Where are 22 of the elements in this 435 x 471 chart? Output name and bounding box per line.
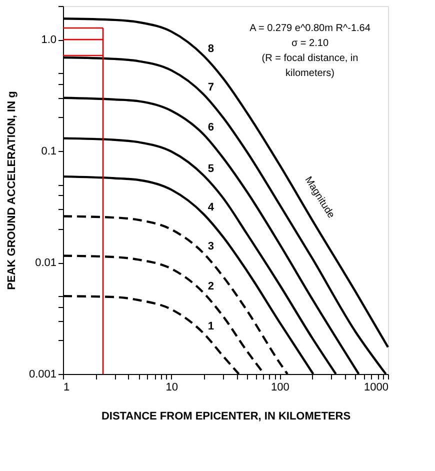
x-tick-label: 100 — [270, 382, 290, 394]
series-label: 4 — [208, 201, 215, 214]
y-tick-label: 0.01 — [35, 257, 56, 270]
y-tick-label: 1.0 — [41, 34, 56, 46]
annotation: A = 0.279 e^0.80m R^-1.64 — [250, 23, 371, 34]
annotation: σ = 2.10 — [291, 38, 329, 49]
series-label: 3 — [208, 240, 214, 253]
x-tick-label: 1 — [64, 382, 70, 394]
series-label: 7 — [208, 82, 214, 94]
y-tick-label: 0.1 — [41, 146, 56, 158]
series-label: 2 — [208, 280, 214, 292]
y-tick-label: 0.001 — [28, 368, 56, 380]
x-tick-label: 10 — [166, 382, 178, 394]
x-axis-title: DISTANCE FROM EPICENTER, IN KILOMETERS — [101, 410, 351, 422]
series-label: 8 — [208, 43, 214, 56]
annotation: kilometers) — [286, 68, 334, 79]
series-label: 1 — [208, 320, 214, 333]
y-axis-title: PEAK GROUND ACCELERATION, IN g — [6, 91, 18, 290]
series-label: 5 — [208, 162, 214, 175]
annotation: (R = focal distance, in — [262, 53, 358, 64]
x-tick-label: 1000 — [364, 382, 388, 394]
series-label: 6 — [208, 122, 214, 134]
